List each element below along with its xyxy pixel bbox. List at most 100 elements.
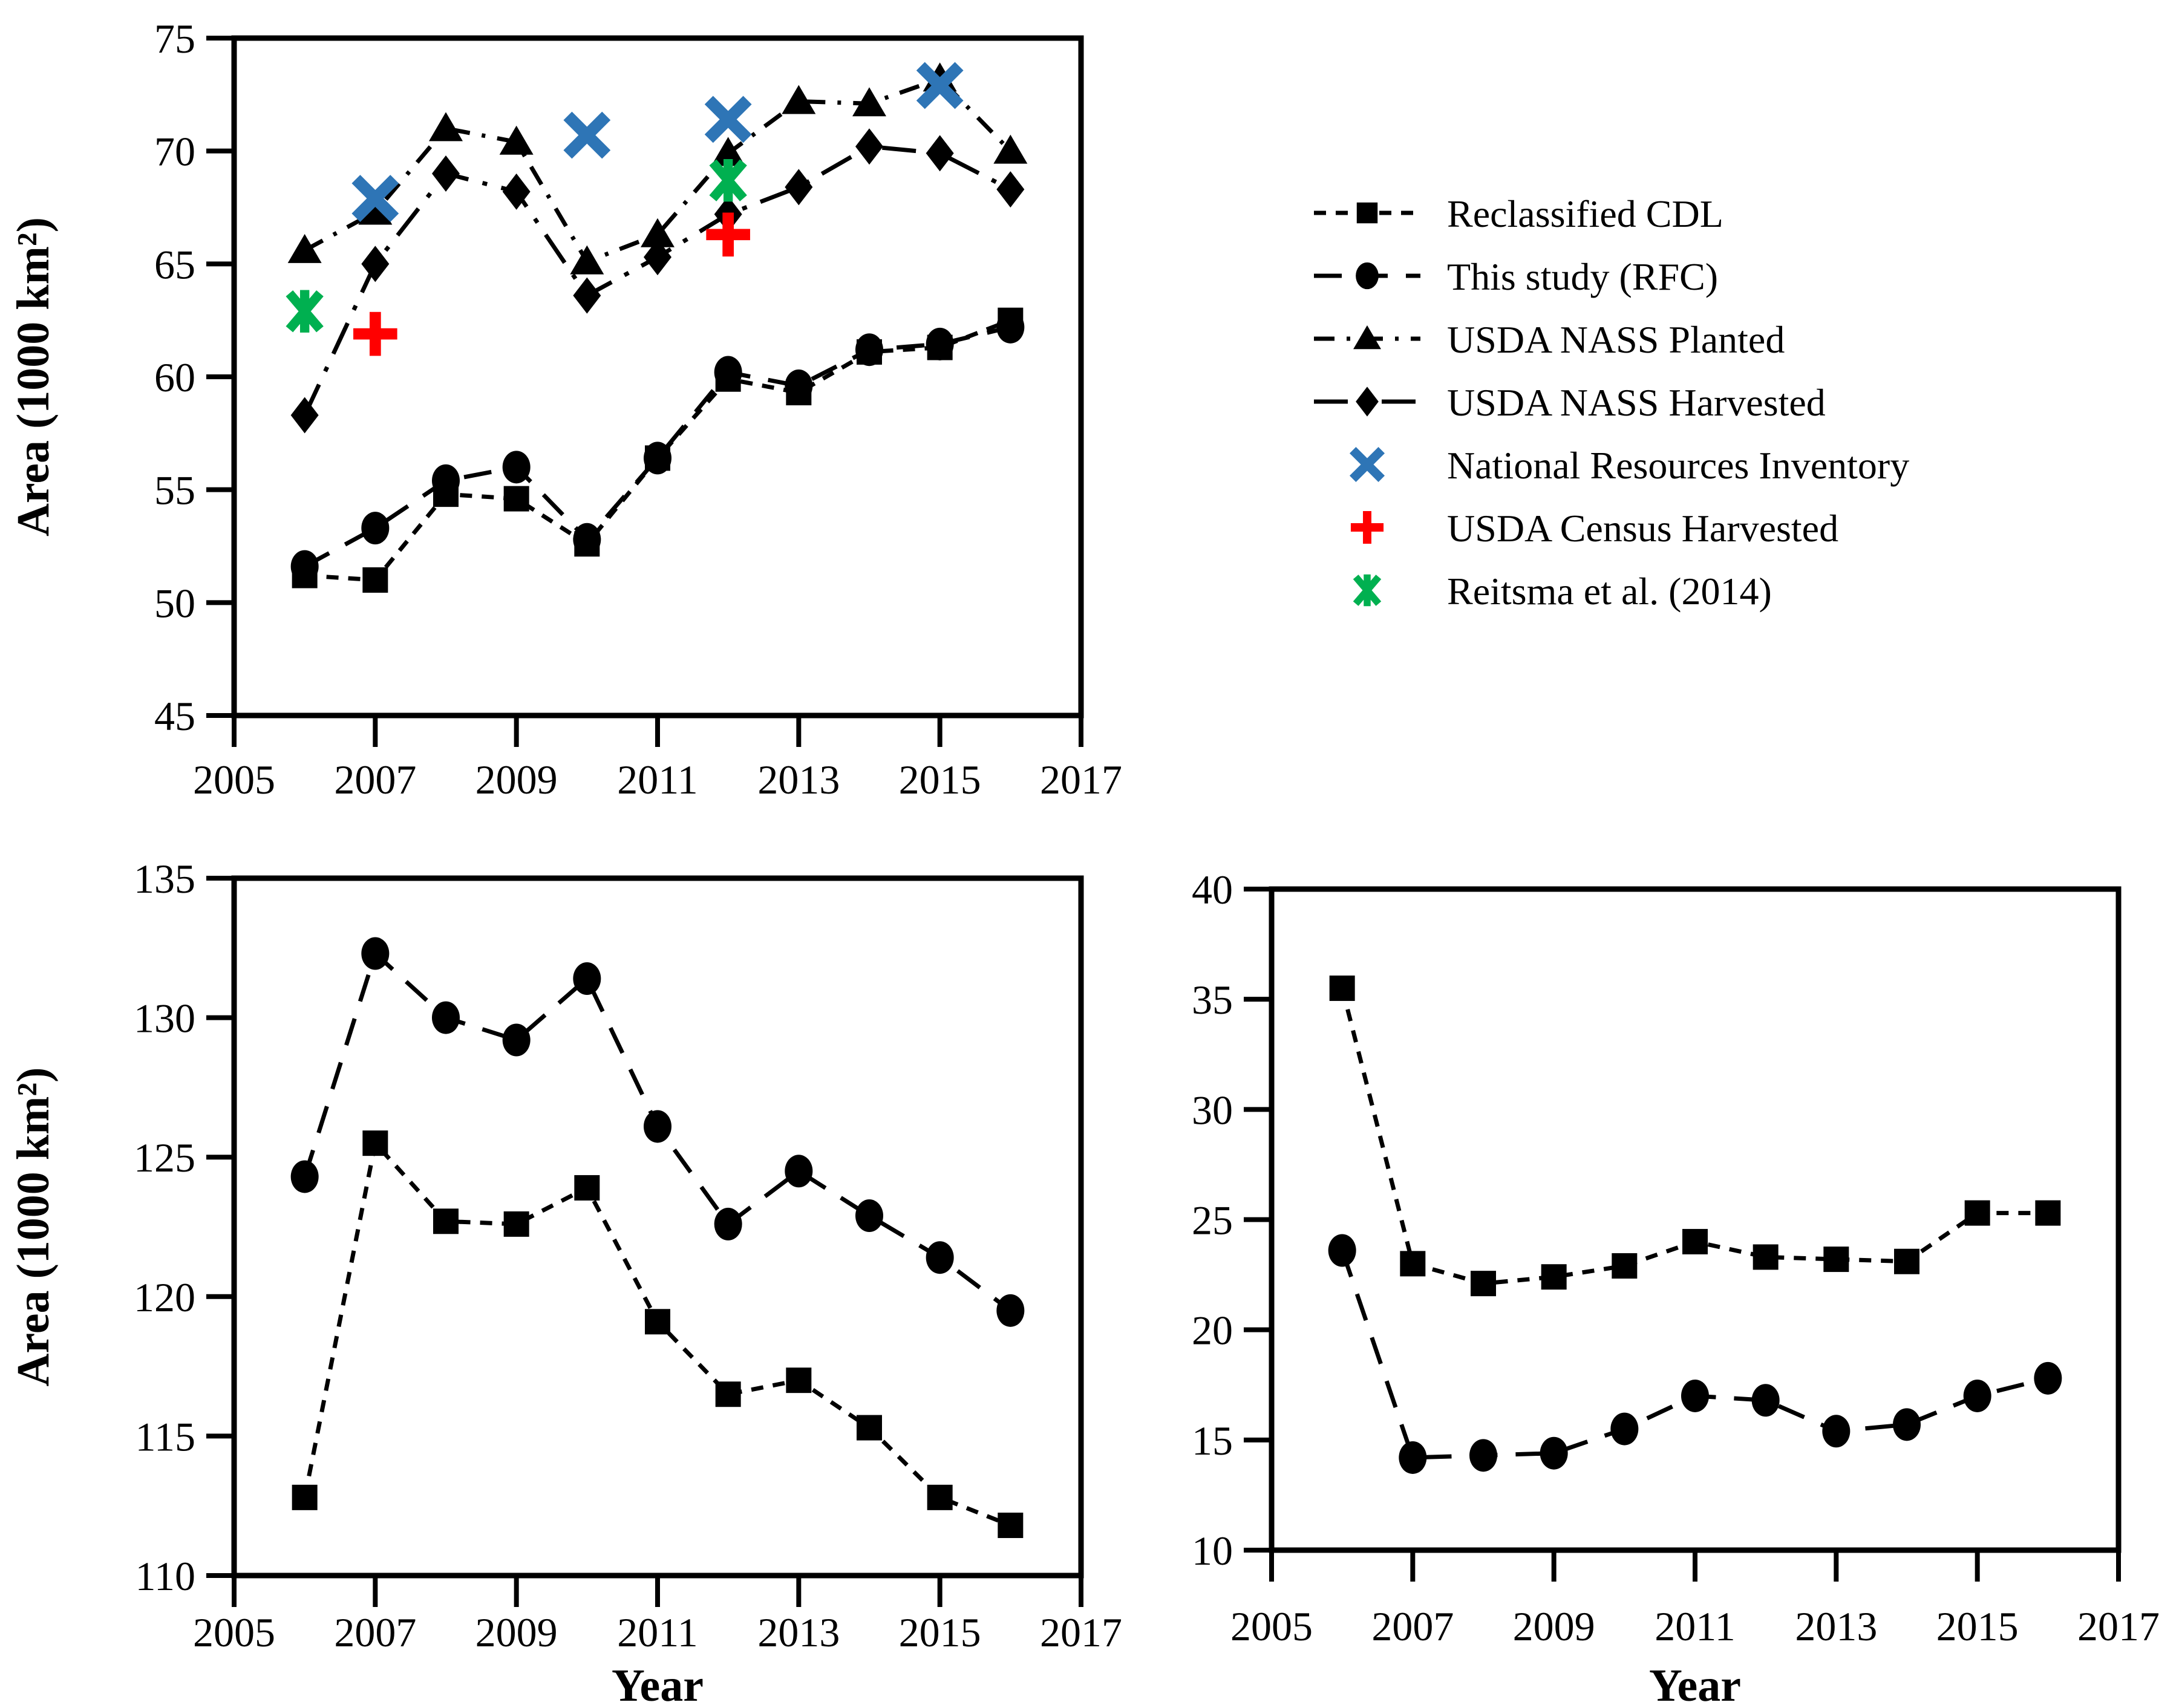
- x-tick-label: 2017: [2077, 1603, 2160, 1649]
- marker-square: [1682, 1228, 1708, 1254]
- bottom-right-chart: 10 15 20 25 30 35 40 2005 2007 2009 2011 2013 2015 20…: [1192, 867, 2160, 1708]
- marker-circle: [1893, 1408, 1921, 1441]
- y-tick-label: 20: [1192, 1308, 1233, 1354]
- marker-square: [857, 1415, 882, 1441]
- series-this-study-rfc-: [1328, 1234, 2062, 1474]
- series-line: [1340, 1250, 2049, 1460]
- marker-plus: [353, 311, 397, 356]
- marker-square: [503, 486, 529, 512]
- marker-circle: [1610, 1412, 1639, 1446]
- legend-item-label: Reclassified CDL: [1447, 192, 1723, 235]
- x-tick-label: 2011: [617, 757, 697, 803]
- marker-square: [1612, 1253, 1638, 1279]
- marker-circle: [714, 1207, 742, 1240]
- marker-plus: [1350, 510, 1384, 544]
- marker-diamond: [1356, 386, 1379, 417]
- x-tick-label: 2013: [1795, 1603, 1877, 1649]
- y-tick-label: 30: [1192, 1087, 1233, 1133]
- legend-item-label: National Resources Inventory: [1447, 444, 1909, 487]
- series-usda-nass-harvested: [290, 128, 1025, 434]
- y-tick-label: 40: [1192, 867, 1233, 913]
- marker-circle: [926, 327, 954, 360]
- marker-square: [574, 1175, 600, 1201]
- series-line: [304, 76, 1012, 264]
- series-reclassified-cdl: [1329, 975, 2061, 1297]
- marker-circle: [573, 962, 601, 996]
- marker-diamond: [502, 173, 531, 210]
- marker-square: [715, 1381, 741, 1407]
- series-this-study-rfc-: [290, 310, 1025, 583]
- y-tick-label: 35: [1192, 977, 1233, 1023]
- marker-circle: [1540, 1436, 1568, 1470]
- y-axis-title: Area (1000 km²): [8, 1068, 59, 1387]
- marker-asterisk: [709, 159, 747, 202]
- marker-square: [1964, 1200, 1990, 1226]
- marker-circle: [996, 310, 1025, 344]
- legend: Reclassified CDL This study (RFC) USDA NAS…: [1314, 192, 1909, 613]
- x-tick-label: 2009: [475, 757, 558, 803]
- x-tick-label: 2017: [1040, 1609, 1122, 1655]
- x-tick-label: 2005: [1230, 1603, 1313, 1649]
- marker-triangle: [782, 85, 816, 114]
- legend-item: Reitsma et al. (2014): [1353, 570, 1772, 613]
- marker-circle: [1328, 1234, 1356, 1267]
- y-tick-label: 55: [154, 468, 195, 513]
- x-tick-label: 2015: [899, 757, 981, 803]
- legend-item: USDA NASS Planted: [1314, 318, 1785, 361]
- y-tick-label: 15: [1192, 1418, 1233, 1464]
- marker-xmark: [351, 175, 399, 222]
- legend-item-label: USDA NASS Harvested: [1447, 381, 1826, 424]
- marker-circle: [361, 512, 390, 545]
- legend-item-label: This study (RFC): [1447, 255, 1718, 298]
- series-reclassified-cdl: [292, 1130, 1024, 1538]
- marker-circle: [785, 1155, 813, 1188]
- marker-square: [998, 1512, 1024, 1538]
- y-tick-label: 10: [1192, 1528, 1233, 1574]
- legend-item-label: USDA Census Harvested: [1447, 507, 1838, 550]
- y-tick-label: 45: [154, 693, 195, 739]
- marker-circle: [361, 937, 390, 970]
- marker-square: [292, 1484, 318, 1510]
- marker-circle: [855, 1199, 883, 1233]
- marker-circle: [855, 333, 883, 367]
- plot-border: [231, 35, 1084, 719]
- marker-xmark: [916, 62, 964, 109]
- marker-triangle: [1353, 325, 1381, 350]
- plot-border: [231, 875, 1084, 1579]
- legend-item: Reclassified CDL: [1314, 192, 1723, 235]
- marker-circle: [1469, 1439, 1497, 1472]
- marker-circle: [1963, 1379, 1991, 1412]
- marker-square: [1471, 1271, 1496, 1297]
- marker-triangle: [287, 233, 322, 263]
- marker-triangle: [641, 218, 675, 247]
- x-tick-label: 2009: [475, 1609, 558, 1655]
- marker-circle: [432, 464, 460, 497]
- x-axis-title: Year: [612, 1660, 704, 1708]
- x-tick-label: 2011: [617, 1609, 697, 1655]
- marker-circle: [502, 1023, 531, 1057]
- y-tick-label: 110: [136, 1553, 195, 1599]
- x-tick-label: 2005: [193, 1609, 275, 1655]
- marker-circle: [1681, 1379, 1709, 1412]
- marker-circle: [926, 1241, 954, 1274]
- marker-square: [1329, 975, 1355, 1001]
- marker-circle: [644, 1110, 671, 1143]
- plot-border: [1269, 886, 2122, 1553]
- x-tick-label: 2005: [193, 757, 275, 803]
- marker-triangle: [570, 245, 604, 275]
- marker-xmark: [1349, 446, 1385, 483]
- legend-item-label: Reitsma et al. (2014): [1447, 570, 1772, 613]
- marker-triangle: [993, 134, 1028, 164]
- series-this-study-rfc-: [290, 937, 1025, 1327]
- marker-circle: [1399, 1441, 1427, 1474]
- marker-square: [1541, 1264, 1567, 1290]
- marker-circle: [1751, 1384, 1780, 1417]
- marker-xmark: [704, 96, 752, 143]
- x-tick-label: 2013: [757, 1609, 840, 1655]
- marker-diamond: [785, 169, 813, 206]
- marker-square: [786, 1367, 812, 1393]
- series-reitsma-et-al-2014-: [286, 159, 747, 333]
- marker-square: [1894, 1248, 1919, 1274]
- marker-square: [503, 1211, 529, 1237]
